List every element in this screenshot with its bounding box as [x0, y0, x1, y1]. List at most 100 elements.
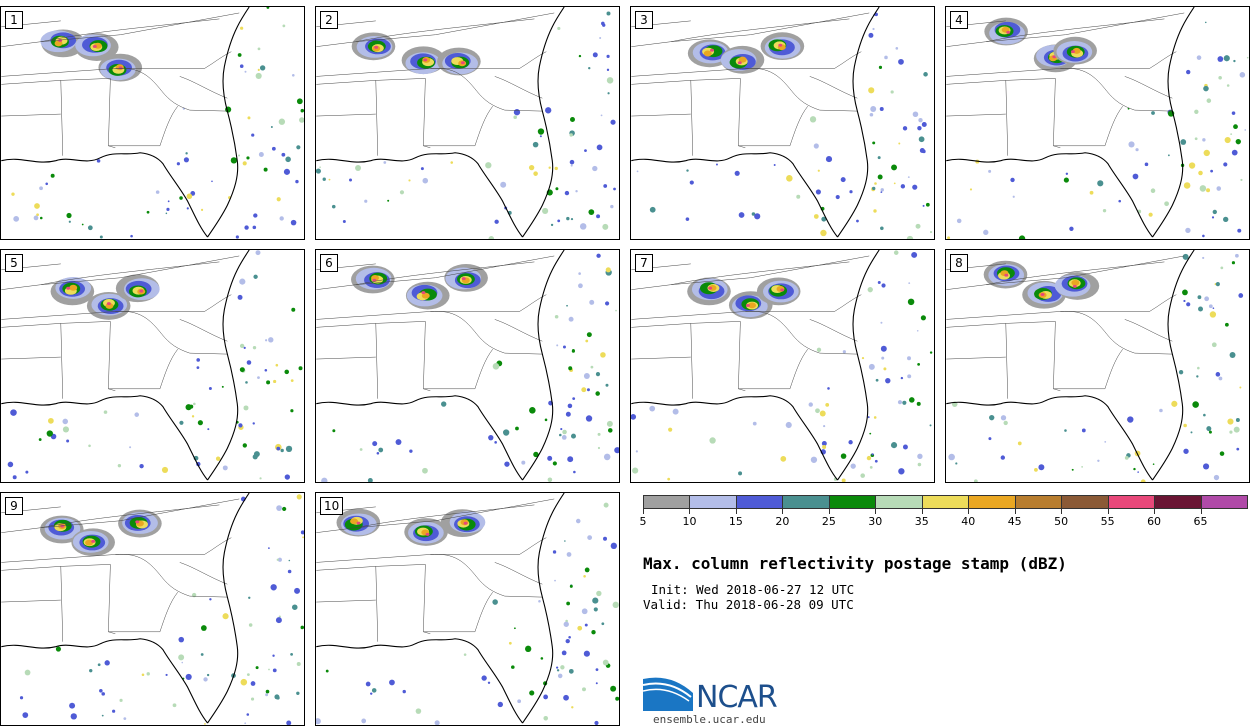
- convective-cell: [280, 448, 284, 453]
- state-border: [670, 261, 850, 285]
- convective-cell: [276, 197, 281, 202]
- convective-cell: [572, 397, 576, 401]
- convective-cell: [581, 608, 588, 615]
- convective-cell: [578, 54, 582, 58]
- convective-cell: [263, 167, 268, 172]
- convective-cell: [1071, 468, 1074, 471]
- convective-cell: [548, 166, 551, 169]
- convective-cell: [685, 217, 690, 221]
- convective-cell: [359, 448, 363, 451]
- convective-cell: [575, 190, 578, 193]
- storm-cell: [423, 58, 428, 62]
- storm-cell: [1070, 50, 1075, 54]
- convective-cell: [595, 372, 601, 377]
- convective-cell: [276, 505, 282, 511]
- convective-cell: [816, 347, 822, 353]
- state-border: [179, 319, 228, 342]
- colorbar-bin: [1014, 495, 1063, 509]
- convective-cell: [561, 650, 567, 656]
- convective-cell: [66, 212, 72, 219]
- convective-cell: [296, 662, 301, 667]
- convective-cell: [422, 467, 428, 474]
- member-panel: 3: [630, 6, 935, 240]
- colorbar-tick-label: 5: [639, 515, 647, 528]
- convective-cell: [1231, 111, 1236, 115]
- convective-cell: [668, 427, 673, 432]
- colorbar-bin: [643, 495, 691, 509]
- convective-cell: [689, 180, 694, 185]
- member-panel: 9: [0, 492, 305, 726]
- convective-cell: [196, 366, 200, 370]
- convective-cell: [1012, 195, 1015, 198]
- convective-cell: [167, 200, 170, 203]
- convective-cell: [1140, 479, 1146, 482]
- convective-cell: [50, 173, 55, 178]
- convective-cell: [134, 412, 140, 417]
- convective-cell: [610, 204, 614, 209]
- convective-cell: [176, 162, 180, 166]
- state-border: [316, 311, 520, 320]
- colorbar-tick-label: 65: [1193, 515, 1208, 528]
- convective-cell: [575, 518, 581, 524]
- convective-cell: [554, 166, 558, 171]
- state-border: [946, 113, 1006, 117]
- convective-cell: [364, 199, 368, 203]
- convective-cell: [1217, 56, 1224, 62]
- convective-cell: [166, 207, 170, 211]
- convective-cell: [880, 191, 883, 193]
- convective-cell: [252, 422, 255, 425]
- convective-cell: [631, 413, 637, 420]
- convective-cell: [1231, 149, 1238, 156]
- convective-cell: [973, 479, 978, 482]
- convective-cell: [533, 171, 538, 176]
- convective-cell: [239, 64, 244, 68]
- convective-cell: [66, 439, 70, 443]
- convective-cell: [1215, 282, 1220, 287]
- convective-cell: [1235, 138, 1241, 145]
- state-border: [494, 562, 543, 585]
- convective-cell: [349, 178, 352, 182]
- convective-cell: [1233, 59, 1236, 63]
- convective-cell: [422, 177, 429, 184]
- convective-cell: [361, 718, 367, 724]
- convective-cell: [614, 447, 619, 454]
- convective-cell: [255, 250, 261, 256]
- convective-cell: [602, 223, 609, 230]
- convective-cell: [557, 219, 561, 223]
- convective-cell: [856, 219, 859, 223]
- convective-cell: [988, 169, 992, 173]
- convective-cell: [186, 207, 189, 210]
- convective-cell: [568, 635, 571, 639]
- convective-cell: [605, 301, 610, 306]
- convective-cell: [606, 54, 610, 58]
- state-border: [946, 78, 1056, 85]
- convective-cell: [272, 668, 277, 673]
- convective-cell: [585, 339, 589, 343]
- convective-cell: [1152, 463, 1155, 465]
- convective-cell: [1178, 369, 1184, 375]
- state-border: [1, 321, 111, 328]
- reflectivity-map: [631, 7, 933, 239]
- convective-cell: [918, 118, 923, 123]
- convective-cell: [606, 77, 614, 84]
- storm-cell: [118, 66, 123, 70]
- state-border: [423, 321, 431, 392]
- convective-cell: [481, 675, 487, 681]
- storm-cell: [421, 291, 426, 295]
- convective-cell: [895, 47, 899, 50]
- convective-cell: [918, 136, 925, 143]
- convective-cell: [450, 161, 454, 164]
- state-border: [985, 261, 1165, 285]
- convective-cell: [209, 598, 212, 601]
- convective-cell: [1212, 209, 1217, 215]
- member-panel: 6: [315, 249, 620, 483]
- convective-cell: [240, 26, 244, 30]
- convective-cell: [605, 267, 611, 273]
- state-border: [631, 321, 741, 328]
- convective-cell: [1229, 430, 1233, 434]
- state-border: [946, 255, 1185, 290]
- member-number: 6: [320, 254, 338, 272]
- convective-cell: [488, 236, 495, 239]
- convective-cell: [1231, 261, 1236, 265]
- convective-cell: [239, 343, 245, 349]
